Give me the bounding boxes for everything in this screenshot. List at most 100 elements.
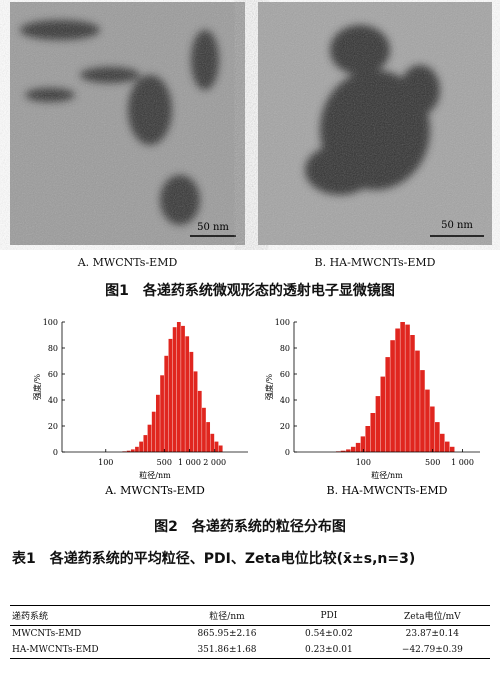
x-tick-label: 500 [157, 458, 172, 467]
bar [415, 350, 420, 452]
header-cell: 递药系统 [12, 612, 49, 622]
image-caption: A. MWCNTs-EMD [77, 256, 178, 269]
bar [449, 446, 455, 452]
table-title: 表1 各递药系统的平均粒径、PDI、Zeta电位比较(x̄±s,n=3) [12, 551, 416, 567]
cell: 351.86±1.68 [197, 645, 257, 655]
table-header: 递药系统 粒径/nm PDI Zeta电位/mV [10, 605, 490, 626]
chart-caption: A. MWCNTs-EMD [104, 484, 205, 497]
bar [193, 371, 198, 452]
y-tick-label: 80 [48, 344, 58, 353]
y-tick-label: 40 [48, 396, 58, 405]
bar [202, 407, 206, 452]
cell: −42.79±0.39 [401, 645, 463, 655]
table-row: HA-MWCNTs-EMD 351.86±1.68 0.23±0.01 −42.… [10, 642, 490, 659]
bar [440, 433, 445, 452]
bar [206, 422, 211, 452]
bar [360, 436, 366, 452]
bar [405, 324, 410, 452]
x-tick-label: 100 [356, 458, 371, 467]
bar [350, 446, 356, 452]
header-cell: Zeta电位/mV [404, 612, 461, 622]
bar [218, 445, 223, 452]
bar [155, 394, 160, 452]
x-axis-label: 粒径/nm [371, 470, 403, 480]
header-cell: 粒径/nm [209, 612, 245, 622]
bar [365, 426, 371, 452]
bar [181, 325, 185, 452]
y-tick-label: 40 [280, 396, 290, 405]
cell: MWCNTs-EMD [12, 629, 82, 639]
bar [160, 375, 164, 452]
tem-image-b: 50 nm [258, 2, 492, 245]
x-tick-label: 100 [98, 458, 113, 467]
bar [143, 435, 148, 452]
bar [214, 441, 219, 452]
x-axis-label: 粒径/nm [139, 470, 171, 480]
figure-caption: 图1 各递药系统微观形态的透射电子显微镜图 [105, 283, 395, 299]
cell: 0.54±0.02 [305, 629, 353, 639]
bar [385, 357, 390, 452]
bar [435, 422, 440, 452]
bar [151, 411, 156, 452]
y-tick-label: 80 [280, 344, 290, 353]
chart: 0 20 40 60 80 100 100 500 1 000 粒径/nm 强度/% B. HA-MW… [264, 318, 480, 497]
x-tick-label: 1 000 [451, 458, 474, 467]
scale-label: 50 nm [197, 222, 229, 233]
bar [355, 442, 361, 452]
y-axis-label: 强度/% [264, 373, 274, 400]
bar [176, 322, 181, 452]
image-caption: B. HA-MWCNTs-EMD [314, 256, 436, 269]
scale-label: 50 nm [441, 220, 473, 231]
bar [197, 390, 202, 452]
x-tick-label: 2 000 [203, 458, 226, 467]
bar [395, 328, 400, 452]
bar [168, 338, 173, 452]
y-tick-label: 100 [43, 318, 58, 327]
chart-caption: B. HA-MWCNTs-EMD [327, 484, 448, 497]
header-cell: PDI [320, 610, 338, 621]
y-tick-label: 0 [285, 448, 290, 457]
bar [400, 322, 405, 452]
y-tick-label: 20 [48, 422, 58, 431]
x-tick-label: 500 [425, 458, 440, 467]
figure1-images: 50 nm 50 nm [10, 2, 492, 245]
bar [375, 396, 381, 452]
bar [444, 441, 450, 452]
bar [130, 449, 135, 452]
y-axis-label: 强度/% [32, 373, 42, 400]
bar [210, 433, 215, 452]
bar [390, 340, 395, 452]
cell: 23.87±0.14 [405, 629, 460, 639]
bar [139, 441, 144, 452]
y-tick-label: 100 [275, 318, 290, 327]
figure-caption: 图2 各递药系统的粒径分布图 [154, 519, 346, 535]
bar [370, 413, 376, 452]
y-tick-label: 60 [280, 370, 290, 379]
cell: 0.23±0.01 [305, 645, 353, 655]
cell: 865.95±2.16 [197, 629, 257, 639]
bar [126, 450, 131, 452]
bar [346, 449, 351, 452]
chart: 0 20 40 60 80 100 100 500 1 000 2 000 粒径/nm 强度/% A. … [32, 318, 248, 497]
table-row: MWCNTs-EMD 865.95±2.16 0.54±0.02 23.87±0… [10, 626, 490, 643]
bar [147, 424, 152, 452]
bar [164, 355, 169, 452]
bar [380, 376, 386, 452]
bar [172, 327, 177, 452]
bar [420, 370, 425, 452]
y-tick-label: 0 [53, 448, 58, 457]
bar [135, 446, 139, 452]
cell: HA-MWCNTs-EMD [12, 645, 99, 655]
x-tick-label: 1 000 [178, 458, 201, 467]
tem-image-a: 50 nm [10, 2, 245, 245]
bar [185, 336, 190, 452]
bar [340, 450, 346, 452]
bar [425, 389, 430, 452]
bar [410, 335, 415, 452]
table: 递药系统 粒径/nm PDI Zeta电位/mV MWCNTs-EMD 865.… [10, 605, 490, 659]
bar [430, 406, 435, 452]
y-tick-label: 20 [280, 422, 290, 431]
y-tick-label: 60 [48, 370, 58, 379]
bar [189, 351, 194, 452]
